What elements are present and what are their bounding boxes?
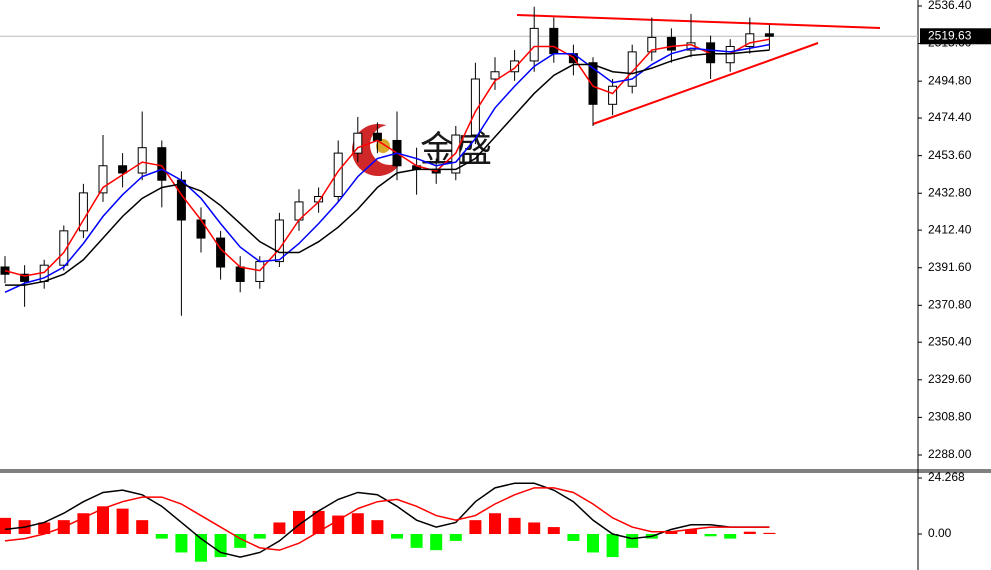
candle-body (59, 230, 69, 266)
histogram-bar (136, 520, 149, 535)
histogram-bar (273, 522, 286, 535)
y-tick-label: 2308.80 (928, 410, 972, 424)
y-tick-label: 2494.80 (928, 73, 972, 87)
candle-body (98, 165, 108, 194)
histogram-bar (312, 510, 325, 535)
histogram-bar (489, 513, 501, 535)
candle-body (274, 219, 284, 263)
y-tick-label: 2350.40 (928, 334, 972, 348)
candle-body (627, 51, 637, 87)
y-tick-label: 2474.40 (928, 110, 972, 124)
histogram-bar (0, 517, 11, 535)
histogram-bar (253, 534, 266, 539)
histogram-bar (665, 531, 678, 535)
line (4, 43, 770, 293)
candle-body (588, 62, 598, 105)
candle-body (490, 71, 500, 80)
y-tick-label: 2432.80 (928, 185, 972, 199)
price-label: 2519.63 (928, 28, 972, 42)
candle-body (353, 132, 363, 154)
histogram-bar (77, 513, 90, 535)
histogram-bar (763, 532, 776, 535)
histogram-bar (567, 534, 580, 541)
candle-body (745, 33, 755, 47)
y-tick-label: 2391.60 (928, 260, 972, 274)
candle-body (470, 78, 480, 136)
histogram-bar (626, 534, 639, 548)
candle-body (706, 42, 716, 64)
y-tick-label: 2288.00 (928, 447, 972, 461)
histogram-bar (371, 520, 384, 535)
histogram-bar (449, 534, 462, 541)
histogram-bar (724, 534, 737, 539)
candle-body (255, 261, 265, 282)
candle-body (764, 33, 774, 37)
candle-body (157, 147, 167, 181)
y-tick-label: 0.00 (928, 526, 952, 540)
histogram-bar (587, 534, 599, 553)
y-tick-label: 24.268 (928, 470, 965, 484)
histogram-bar (97, 506, 109, 535)
line (5, 49, 770, 286)
candle-body (666, 36, 676, 51)
y-tick-label: 2453.60 (928, 148, 972, 162)
y-tick-label: 2370.80 (928, 297, 972, 311)
histogram-bar (391, 534, 403, 539)
y-tick-label: 2536.40 (928, 0, 972, 12)
candle-body (647, 36, 657, 53)
candle-body (529, 27, 539, 62)
line (4, 487, 770, 551)
candle-body (176, 179, 186, 221)
histogram-bar (38, 522, 51, 535)
histogram-bar (155, 534, 168, 539)
histogram-bar (175, 534, 188, 553)
candle-body (20, 273, 30, 282)
histogram-bar (430, 534, 443, 551)
histogram-bar (410, 534, 423, 548)
y-tick-label: 2412.40 (928, 222, 972, 236)
histogram-bar (508, 517, 521, 535)
candle-body (549, 27, 559, 55)
histogram-bar (743, 531, 756, 535)
histogram-bar (332, 515, 345, 535)
candle-body (372, 132, 382, 141)
histogram-bar (351, 513, 364, 535)
histogram-bar (293, 510, 305, 535)
histogram-bar (685, 529, 697, 535)
histogram-bar (214, 534, 227, 558)
candle-body (118, 165, 128, 174)
candle-body (235, 266, 245, 282)
candle-body (608, 85, 618, 105)
histogram-bar (116, 508, 129, 535)
candle-body (196, 219, 206, 239)
trend-line (516, 14, 881, 29)
candle-body (216, 237, 226, 268)
candle-body (510, 60, 520, 73)
line (4, 38, 770, 277)
candle-body (333, 152, 343, 197)
histogram-bar (469, 520, 482, 535)
candle-body (78, 192, 88, 232)
histogram-bar (547, 527, 560, 535)
trend-line (592, 42, 819, 125)
candle-body (725, 45, 735, 64)
y-tick-label: 2329.60 (928, 372, 972, 386)
histogram-bar (704, 534, 717, 537)
histogram-bar (606, 534, 619, 558)
candle-body (137, 147, 147, 174)
histogram-bar (528, 522, 541, 535)
price-label-box (920, 28, 991, 45)
